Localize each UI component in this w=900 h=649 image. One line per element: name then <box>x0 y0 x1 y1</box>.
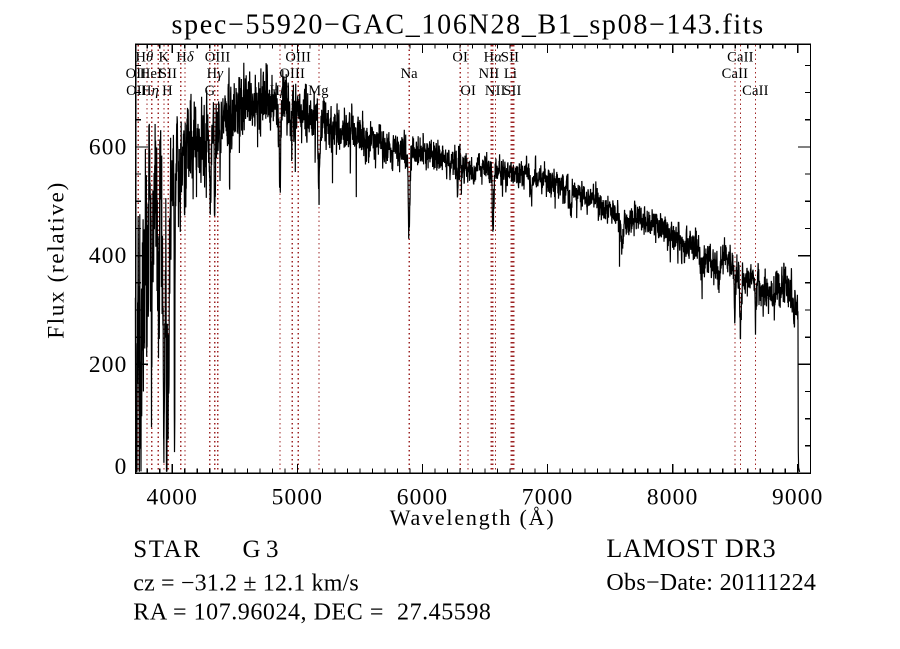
svg-text:9000: 9000 <box>772 484 824 510</box>
svg-text:OI: OI <box>460 83 476 99</box>
svg-text:SII: SII <box>501 50 519 66</box>
svg-text:0: 0 <box>115 454 128 480</box>
svg-text:G: G <box>205 83 216 99</box>
svg-text:OIII: OIII <box>285 50 311 66</box>
svg-text:OII: OII <box>126 66 147 82</box>
svg-text:RA = 107.96024, DEC = 27.4559: RA = 107.96024, DEC = 27.45598 <box>133 600 491 626</box>
svg-text:Hθ: Hθ <box>136 50 154 66</box>
svg-text:STAR: STAR <box>133 536 201 563</box>
svg-text:CaII: CaII <box>742 83 769 99</box>
svg-text:CaII: CaII <box>727 50 754 66</box>
svg-text:SII: SII <box>159 66 177 82</box>
svg-text:K: K <box>158 50 169 66</box>
svg-text:OII: OII <box>126 83 147 99</box>
svg-text:OI: OI <box>452 50 468 66</box>
svg-text:H: H <box>162 83 173 99</box>
svg-text:400: 400 <box>89 243 128 269</box>
svg-text:6000: 6000 <box>397 484 449 510</box>
svg-text:SII: SII <box>503 83 521 99</box>
svg-text:cz = −31.2 ± 12.1 km/s: cz = −31.2 ± 12.1 km/s <box>133 570 359 596</box>
svg-text:Flux (relative): Flux (relative) <box>44 181 69 339</box>
svg-text:OIII: OIII <box>279 66 305 82</box>
svg-text:HeI: HeI <box>140 66 162 82</box>
svg-text:CaII: CaII <box>722 66 749 82</box>
svg-text:8000: 8000 <box>647 484 699 510</box>
svg-text:Hγ: Hγ <box>207 66 225 82</box>
svg-text:4000: 4000 <box>147 484 199 510</box>
svg-text:OIII: OIII <box>205 50 231 66</box>
svg-text:spec−55920−GAC_106N28_B1_sp08−: spec−55920−GAC_106N28_B1_sp08−143.fits <box>171 9 764 40</box>
svg-text:Hδ: Hδ <box>176 50 194 66</box>
svg-text:G3: G3 <box>243 536 285 563</box>
svg-text:LAMOST DR3: LAMOST DR3 <box>606 534 776 563</box>
svg-text:200: 200 <box>89 352 128 378</box>
svg-text:Hη: Hη <box>141 83 159 99</box>
svg-text:Mg: Mg <box>308 83 329 99</box>
svg-text:NII: NII <box>479 66 500 82</box>
svg-text:600: 600 <box>89 135 128 161</box>
svg-text:Wavelength (Å): Wavelength (Å) <box>390 505 556 530</box>
svg-text:5000: 5000 <box>272 484 324 510</box>
svg-text:NII: NII <box>485 83 506 99</box>
svg-text:Hα: Hα <box>484 50 503 66</box>
svg-text:Na: Na <box>400 66 418 82</box>
svg-text:Hβ: Hβ <box>269 83 288 99</box>
svg-text:Obs−Date: 20111224: Obs−Date: 20111224 <box>606 570 816 596</box>
svg-text:7000: 7000 <box>522 484 574 510</box>
svg-text:Li: Li <box>504 66 517 82</box>
